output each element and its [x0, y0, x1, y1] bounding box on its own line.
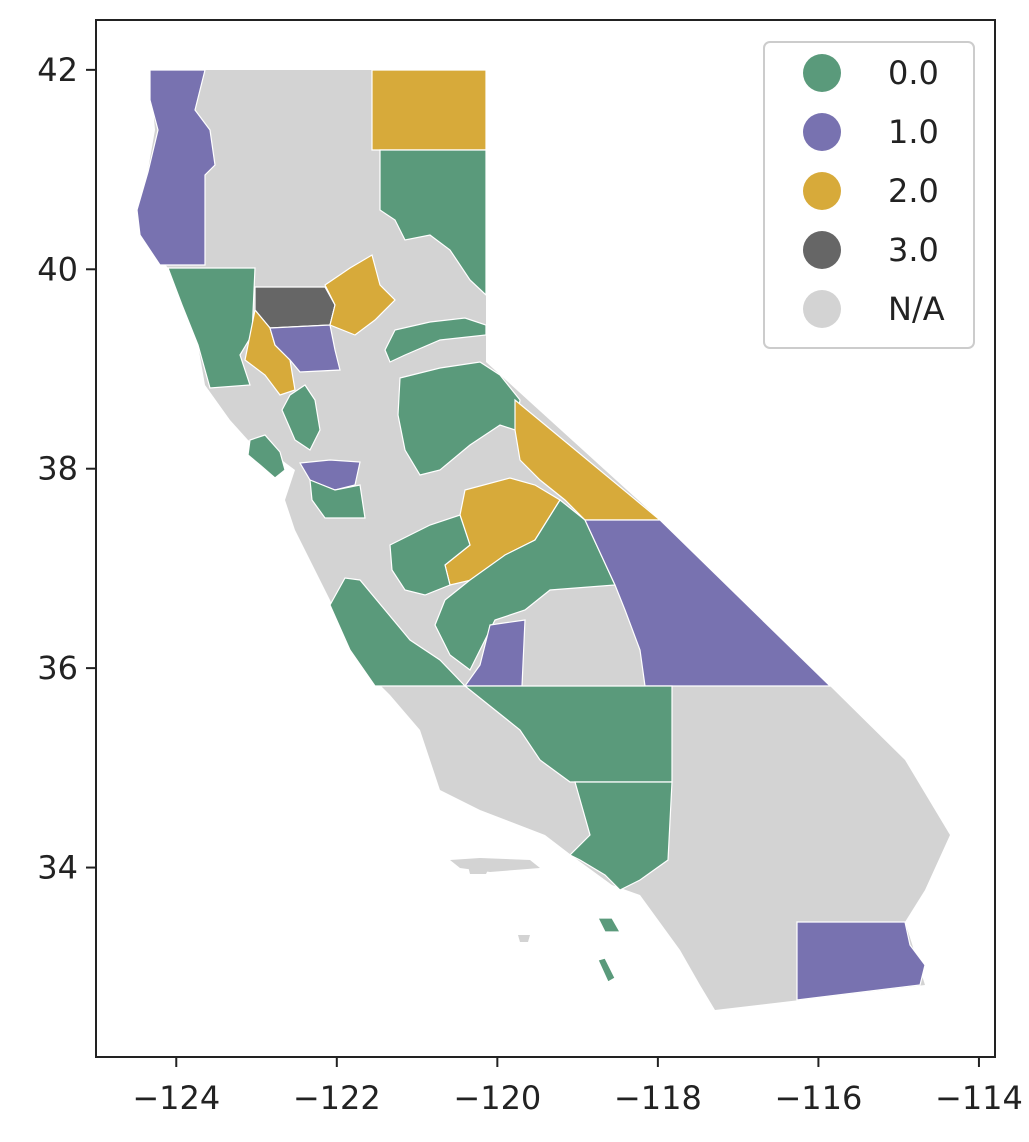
county-monterey[interactable]	[329, 577, 467, 687]
county-inyo[interactable]	[584, 519, 832, 687]
axes-frame	[95, 19, 996, 1058]
legend-marker	[803, 54, 841, 92]
legend-entry: 0.0	[803, 54, 939, 92]
county-fresno[interactable]	[434, 499, 616, 671]
county-mendocino[interactable]	[167, 267, 256, 389]
x-tick-label: −120	[453, 1079, 541, 1117]
legend-marker	[803, 113, 841, 151]
x-tick-label: −116	[774, 1079, 862, 1117]
county-glenn[interactable]	[254, 286, 336, 329]
legend-marker	[803, 231, 841, 269]
counties-layer	[136, 69, 926, 1001]
county-modoc[interactable]	[371, 69, 487, 151]
county-del-norte-humboldt[interactable]	[136, 69, 216, 266]
x-tick-label: −124	[132, 1079, 220, 1117]
y-tick-label: 34	[37, 849, 78, 887]
county-el-dorado[interactable]	[397, 361, 521, 476]
county-kern[interactable]	[463, 685, 673, 783]
county-sierra-band[interactable]	[384, 317, 487, 363]
y-tick-label: 40	[37, 250, 78, 288]
legend-entry: 3.0	[803, 231, 939, 269]
x-axis: −124 −122 −120 −118 −116 −114	[132, 1057, 1023, 1117]
county-marin[interactable]	[247, 434, 286, 479]
legend-entry: 1.0	[803, 113, 939, 151]
county-butte[interactable]	[324, 254, 396, 336]
channel-island-2	[468, 866, 490, 874]
x-tick-label: −114	[935, 1079, 1023, 1117]
county-los-angeles[interactable]	[568, 781, 673, 891]
county-imperial[interactable]	[796, 921, 926, 1001]
y-tick-label: 38	[37, 450, 78, 488]
channel-island-3	[518, 935, 530, 942]
y-tick-label: 42	[37, 51, 78, 89]
county-island-1[interactable]	[597, 917, 622, 933]
legend-marker	[803, 290, 841, 328]
county-lassen[interactable]	[379, 149, 487, 297]
county-alameda[interactable]	[309, 479, 366, 519]
x-tick-label: −118	[614, 1079, 702, 1117]
county-merced[interactable]	[389, 514, 471, 596]
y-tick-label: 36	[37, 649, 78, 687]
legend-label: 3.0	[888, 231, 939, 269]
legend: 0.0 1.0 2.0 3.0 N/A	[763, 41, 975, 349]
x-tick-label: −122	[293, 1079, 381, 1117]
channel-island-1	[450, 858, 540, 872]
legend-entry: N/A	[803, 290, 945, 328]
legend-label: 0.0	[888, 54, 939, 92]
county-island-2[interactable]	[597, 957, 616, 983]
y-axis: 34 36 38 40 42	[37, 51, 96, 887]
county-colusa[interactable]	[269, 324, 341, 373]
legend-entry: 2.0	[803, 172, 939, 210]
county-napa[interactable]	[281, 384, 321, 451]
legend-label: N/A	[888, 290, 945, 328]
legend-label: 1.0	[888, 113, 939, 151]
legend-label: 2.0	[888, 172, 939, 210]
legend-marker	[803, 172, 841, 210]
